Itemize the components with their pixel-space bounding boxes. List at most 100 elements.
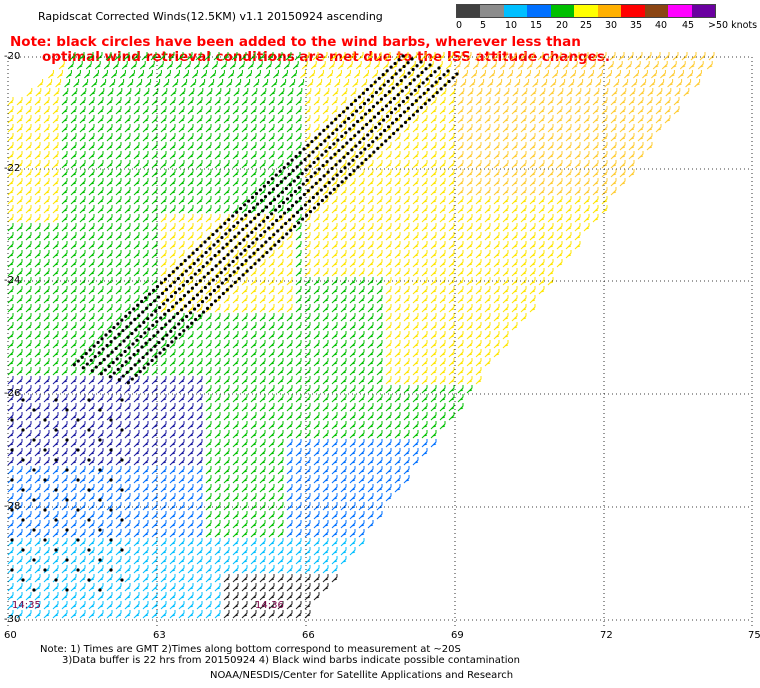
wind-barb xyxy=(475,205,482,214)
wind-barb xyxy=(106,484,113,493)
wind-barb xyxy=(556,214,563,223)
wind-barb xyxy=(268,295,275,304)
wind-barb xyxy=(7,385,14,394)
wind-barb xyxy=(457,196,464,205)
wind-barb xyxy=(241,133,248,142)
wind-barb xyxy=(520,214,527,223)
contamination-circle xyxy=(244,259,248,263)
wind-barb xyxy=(142,475,149,484)
contamination-circle xyxy=(394,117,399,121)
wind-barb xyxy=(34,259,41,268)
wind-barb xyxy=(232,556,239,565)
wind-barb xyxy=(187,592,194,601)
wind-barb xyxy=(394,430,401,439)
contamination-circle xyxy=(318,178,322,182)
wind-barb xyxy=(115,484,122,493)
wind-barb xyxy=(79,160,86,169)
wind-barb xyxy=(7,313,14,322)
contamination-circle xyxy=(418,95,422,99)
wind-barb xyxy=(445,61,452,70)
wind-barb xyxy=(259,286,266,295)
wind-barb xyxy=(412,187,419,196)
wind-barb xyxy=(79,304,86,313)
wind-barb xyxy=(79,115,86,124)
wind-barb xyxy=(439,268,446,277)
wind-barb xyxy=(70,106,77,115)
wind-barb xyxy=(16,610,23,619)
wind-barb xyxy=(217,79,224,88)
wind-barb xyxy=(232,403,239,412)
wind-barb xyxy=(532,79,539,88)
wind-barb xyxy=(583,115,590,124)
wind-barb xyxy=(187,142,194,151)
wind-barb xyxy=(589,61,596,70)
wind-barb xyxy=(178,475,185,484)
wind-barb xyxy=(187,268,194,277)
wind-barb xyxy=(259,412,266,421)
wind-barb xyxy=(259,97,266,106)
wind-barb xyxy=(547,232,554,241)
contamination-circle xyxy=(366,98,371,102)
wind-barb xyxy=(313,259,320,268)
wind-barb xyxy=(52,466,59,475)
wind-barb xyxy=(43,403,50,412)
contamination-circle xyxy=(120,364,124,368)
wind-barb xyxy=(43,97,50,106)
contamination-circle xyxy=(102,358,106,362)
color-bar-swatch xyxy=(527,5,551,17)
wind-barb xyxy=(196,592,203,601)
wind-barb xyxy=(52,403,59,412)
contamination-circle xyxy=(391,86,395,90)
wind-barb xyxy=(268,205,275,214)
wind-barb xyxy=(304,367,311,376)
wind-barb xyxy=(34,160,41,169)
wind-barb xyxy=(214,502,221,511)
contamination-circle xyxy=(378,122,382,126)
wind-barb xyxy=(439,169,446,178)
contamination-circle xyxy=(238,241,242,246)
wind-barb xyxy=(52,556,59,565)
wind-barb xyxy=(196,97,203,106)
wind-barb xyxy=(25,313,32,322)
wind-barb xyxy=(421,385,428,394)
wind-barb xyxy=(349,340,356,349)
wind-barb xyxy=(394,322,401,331)
wind-barb xyxy=(466,241,473,250)
wind-barb xyxy=(358,538,365,547)
wind-barb xyxy=(241,475,248,484)
wind-barb xyxy=(196,160,203,169)
wind-barb xyxy=(394,196,401,205)
wind-barb xyxy=(25,331,32,340)
contamination-circle xyxy=(339,169,343,174)
wind-barb xyxy=(79,547,86,556)
wind-barb xyxy=(546,52,553,61)
wind-barb xyxy=(475,250,482,259)
wind-barb xyxy=(52,250,59,259)
wind-barb xyxy=(34,178,41,187)
wind-barb xyxy=(205,502,212,511)
wind-barb xyxy=(313,358,320,367)
wind-barb xyxy=(403,232,410,241)
wind-barb xyxy=(529,286,536,295)
wind-barb xyxy=(484,286,491,295)
wind-barb xyxy=(160,178,167,187)
wind-barb xyxy=(151,376,158,385)
wind-barb xyxy=(133,223,140,232)
wind-barb xyxy=(574,160,581,169)
wind-barb xyxy=(430,97,437,106)
contamination-circle xyxy=(120,428,124,432)
wind-barb xyxy=(43,160,50,169)
wind-barb xyxy=(699,52,706,61)
contamination-circle xyxy=(189,311,193,315)
wind-barb xyxy=(187,511,194,520)
wind-barb xyxy=(169,142,176,151)
contamination-circle xyxy=(208,247,212,251)
wind-barb xyxy=(349,421,356,430)
wind-barb xyxy=(286,376,293,385)
wind-barb xyxy=(440,88,447,97)
wind-barb xyxy=(538,214,545,223)
contamination-circle xyxy=(381,118,386,122)
wind-barb xyxy=(583,151,590,160)
wind-barb xyxy=(394,133,401,142)
wind-barb xyxy=(178,97,185,106)
